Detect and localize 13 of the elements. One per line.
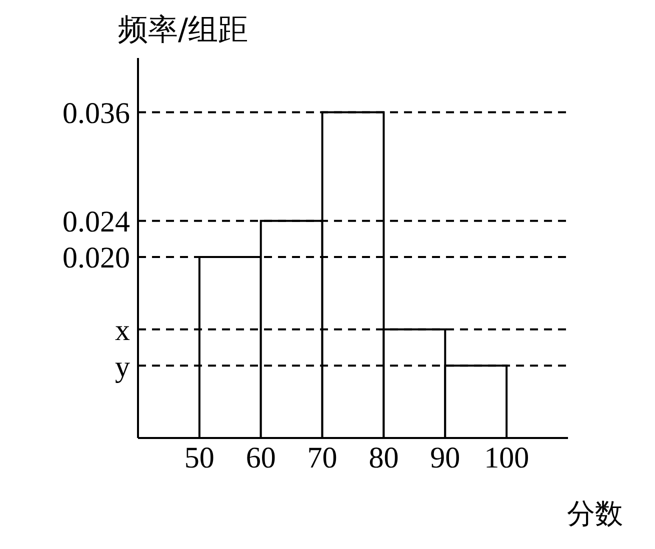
y-tick-label: 0.024 [62, 206, 130, 239]
x-tick-label: 80 [368, 441, 399, 474]
y-tick-label: y [115, 350, 130, 384]
y-tick-label: x [115, 314, 130, 348]
y-tick-label: 0.036 [62, 96, 130, 130]
x-tick-label: 70 [307, 441, 338, 474]
x-tick-label: 50 [184, 441, 214, 474]
y-tick-label: 0.020 [62, 242, 130, 275]
x-tick-label: 100 [484, 441, 530, 474]
x-axis-title: 分数 [567, 497, 623, 530]
x-tick-label: 60 [246, 441, 276, 474]
x-tick-label: 90 [430, 441, 460, 474]
y-axis-title: 频率/组距 [118, 12, 248, 48]
